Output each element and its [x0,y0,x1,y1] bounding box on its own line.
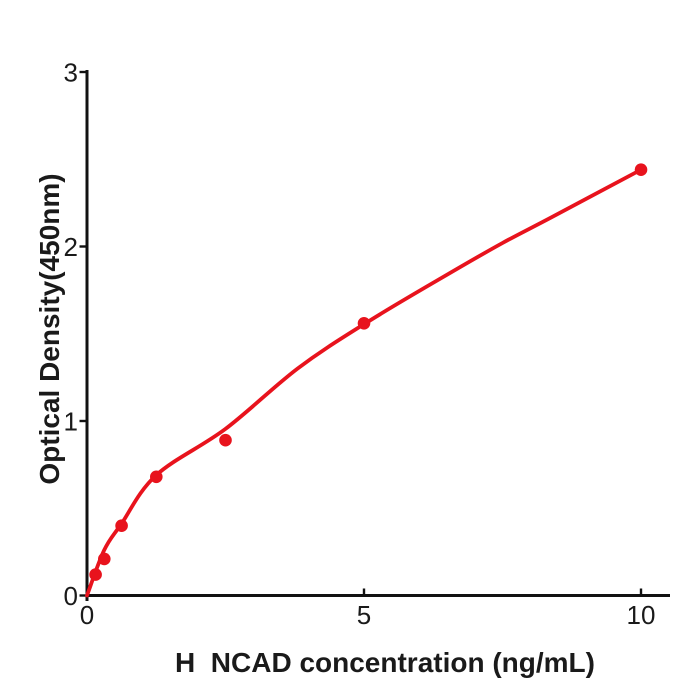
y-ticks [79,70,87,597]
data-point [219,433,232,447]
x-axis-title: H NCAD concentration (ng/mL) [175,647,595,678]
data-point [634,163,648,176]
data-point [98,552,111,566]
axes: 0 1 2 3 0 5 10 [64,57,670,630]
fit-curve [85,167,643,598]
y-tick-label: 3 [64,57,78,87]
y-tick-label: 2 [64,232,78,262]
data-point [115,519,128,532]
data-point [357,317,371,330]
data-points [89,163,648,581]
y-tick-label: 0 [64,581,78,611]
y-axis-title: Optical Density(450nm) [34,173,65,485]
x-tick-label: 10 [627,600,656,630]
y-tick-label: 1 [64,406,78,436]
x-tick-label: 5 [357,600,371,630]
data-point [150,470,163,484]
data-point [89,568,102,581]
x-tick-labels: 0 5 10 [80,600,656,630]
x-tick-label: 0 [80,600,94,630]
y-tick-labels: 0 1 2 3 [64,57,78,611]
